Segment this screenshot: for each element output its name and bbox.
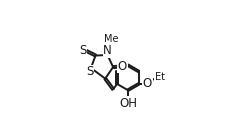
Text: Me: Me <box>104 34 118 44</box>
Text: S: S <box>86 65 94 78</box>
Text: S: S <box>79 44 87 57</box>
Text: OH: OH <box>119 97 137 110</box>
Text: O: O <box>118 60 127 73</box>
Text: O: O <box>143 77 152 90</box>
Text: Et: Et <box>155 72 165 82</box>
Text: N: N <box>103 44 112 57</box>
